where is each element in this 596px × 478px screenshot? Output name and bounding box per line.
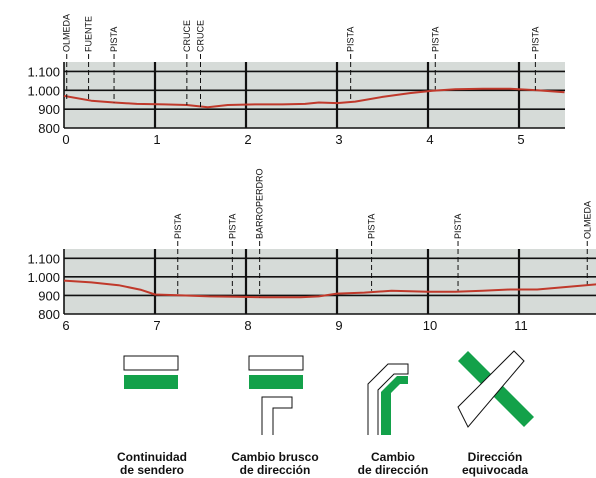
waypoint-label: OLMEDA (62, 14, 72, 52)
legend-caption-abrupt-turn: Cambio brusco de dirección (215, 451, 335, 477)
direction-change-waymark-icon (367, 363, 409, 435)
x-tick-label: 4 (426, 132, 433, 147)
chart-panel (64, 62, 565, 128)
x-tick-label: 1 (153, 132, 160, 147)
x-tick-label: 0 (62, 132, 69, 147)
waypoint-label: FUENTE (84, 16, 94, 52)
legend-caption-line1: Cambio (370, 450, 415, 464)
chart-panel (64, 249, 596, 314)
waypoint-label: CRUCE (196, 20, 206, 52)
waypoint-label: PISTA (530, 27, 540, 52)
legend-caption-direction-change: Cambio de dirección (333, 451, 453, 477)
waypoint-label: PISTA (109, 27, 119, 52)
y-tick-label: 1.100 (27, 64, 60, 79)
y-tick-label: 1.000 (27, 83, 60, 98)
x-tick-label: 8 (244, 318, 251, 330)
legend-caption-line1: Continuidad (117, 450, 187, 464)
legend-caption-line2: equivocada (461, 463, 529, 477)
waypoint-label: PISTA (453, 214, 463, 239)
continuity-waymark-icon (123, 355, 179, 389)
waypoint-label: PISTA (173, 214, 183, 239)
waypoint-label: OLMEDA (582, 201, 592, 239)
legend-caption-line2: de dirección (357, 463, 429, 477)
x-tick-label: 5 (517, 132, 524, 147)
y-tick-label: 1.000 (27, 270, 60, 285)
x-tick-label: 9 (335, 318, 342, 330)
elevation-line (63, 87, 565, 109)
waypoint-label: PISTA (227, 214, 237, 239)
x-tick-label: 7 (153, 318, 160, 330)
waypoint-label: PISTA (430, 27, 440, 52)
waymark-legend (123, 350, 534, 435)
legend-caption-line1: Cambio brusco (231, 450, 319, 464)
wrong-way-waymark-icon (457, 350, 534, 428)
x-tick-label: 2 (244, 132, 251, 147)
waypoint-label: PISTA (346, 27, 356, 52)
x-tick-label: 11 (514, 318, 528, 330)
waypoint-label: PISTA (367, 214, 377, 239)
legend-caption-continuity: Continuidad de sendero (92, 451, 212, 477)
elevation-line (63, 279, 596, 299)
x-tick-label: 6 (62, 318, 69, 330)
waypoint-label: CRUCE (182, 20, 192, 52)
waypoint-label: BARROPERDRO (255, 168, 265, 239)
legend-caption-line1: Dirección (467, 450, 523, 464)
y-tick-label: 800 (38, 307, 60, 322)
x-tick-label: 3 (335, 132, 342, 147)
x-tick-label: 10 (423, 318, 437, 330)
legend-caption-line2: de sendero (119, 463, 185, 477)
elevation-profile-km0-5: OLMEDA FUENTE PISTA CRUCE CRUCE PISTA PISTA PIS… (27, 14, 565, 147)
y-tick-label: 800 (38, 121, 60, 136)
y-tick-label: 900 (38, 288, 60, 303)
y-tick-label: 900 (38, 102, 60, 117)
elevation-profile-km6-12: PISTA PISTA BARROPERDRO PISTA PISTA OLMEDA 1.… (27, 168, 596, 330)
legend-caption-wrong-way: Dirección equivocada (435, 451, 555, 477)
abrupt-turn-waymark-icon (248, 355, 304, 435)
y-tick-label: 1.100 (27, 251, 60, 266)
legend-caption-line2: de dirección (239, 463, 311, 477)
